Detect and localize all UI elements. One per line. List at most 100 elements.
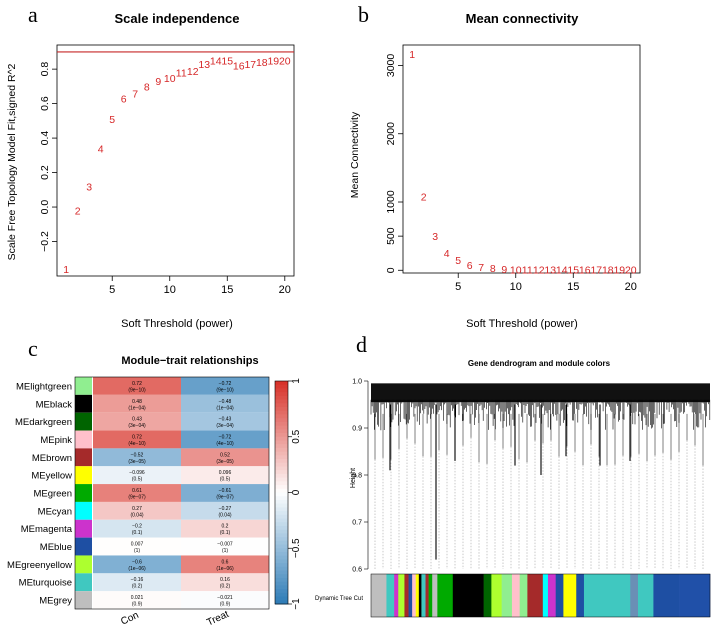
heatmap-cell-value: 0.27 xyxy=(132,506,142,512)
module-color-segment xyxy=(653,574,680,617)
colorbar-tick-label: −0.5 xyxy=(291,538,302,558)
dendrogram-drops xyxy=(374,413,704,569)
heatmap-row-label: MEgreenyellow xyxy=(7,560,72,571)
colorbar-tick-label: 0.5 xyxy=(291,429,302,443)
chart-a-point-label: 5 xyxy=(109,114,115,126)
chart-a-point-label: 10 xyxy=(164,73,176,85)
colorbar-segment xyxy=(275,585,288,590)
colorbar-segment xyxy=(275,559,288,564)
module-color-segment xyxy=(371,574,387,617)
heatmap-row-label: MEpink xyxy=(40,435,72,446)
module-color-segment xyxy=(428,574,433,617)
module-color-segment xyxy=(555,574,564,617)
chart-a-point-label: 12 xyxy=(187,66,199,78)
module-color-segment xyxy=(630,574,639,617)
chart-b-point-label: 15 xyxy=(567,265,579,277)
dendrogram-y-tick-label: 0.6 xyxy=(352,567,362,574)
chart-b-point-label: 13 xyxy=(544,265,556,277)
heatmap-row-label: MEgrey xyxy=(39,596,72,607)
chart-a-x-tick-label: 15 xyxy=(221,284,233,296)
heatmap-cell xyxy=(93,394,181,413)
heatmap-cell-pvalue: (3e−05) xyxy=(216,459,234,465)
colorbar-segment xyxy=(275,436,288,441)
heatmap-cell xyxy=(93,555,181,574)
heatmap-cell-pvalue: (0.5) xyxy=(132,477,143,483)
heatmap-cell xyxy=(181,394,269,413)
chart-b-y-tick-label: 1000 xyxy=(385,190,397,214)
colorbar-segment xyxy=(275,574,288,579)
heatmap-cell-pvalue: (0.9) xyxy=(132,602,143,608)
module-color-swatch xyxy=(75,484,92,502)
heatmap-cell xyxy=(93,519,181,538)
colorbar-segment xyxy=(275,529,288,534)
heatmap-cell-value: 0.61 xyxy=(132,488,142,494)
heatmap-cell-pvalue: (1) xyxy=(222,548,228,554)
colorbar-segment xyxy=(275,462,288,467)
heatmap-cell-value: 0.096 xyxy=(219,470,232,476)
colorbar-segment xyxy=(275,518,288,523)
heatmap-row-label: MEblack xyxy=(36,399,73,410)
chart-a-point-label: 13 xyxy=(198,59,210,71)
heatmap-cell-pvalue: (0.2) xyxy=(132,584,143,590)
chart-b-point-label: 8 xyxy=(490,263,496,275)
module-color-swatch xyxy=(75,519,92,538)
module-color-segment xyxy=(519,574,528,617)
heatmap-cell xyxy=(181,555,269,574)
module-color-segment xyxy=(412,574,417,617)
module-color-segment xyxy=(583,574,631,617)
colorbar-segment xyxy=(275,403,288,408)
heatmap-cell-value: 0.2 xyxy=(222,524,229,530)
heatmap-cell-value: 0.43 xyxy=(132,417,142,423)
colorbar-segment xyxy=(275,421,288,427)
chart-a-point-label: 4 xyxy=(98,143,104,155)
heatmap-cell-value: −0.6 xyxy=(132,559,142,565)
color-bar-label: Dynamic Tree Cut xyxy=(315,596,363,602)
chart-a-y-tick-label: −0.2 xyxy=(39,231,51,252)
chart-a-y-tick-label: 0.4 xyxy=(39,131,51,146)
heatmap-row-label: MEturquoise xyxy=(19,578,72,589)
heatmap-cell-value: −0.72 xyxy=(219,434,232,440)
module-color-segment xyxy=(421,574,426,617)
heatmap-cell xyxy=(93,448,181,467)
colorbar-segment xyxy=(275,600,288,605)
colorbar-segment xyxy=(275,525,288,531)
heatmap-cell xyxy=(93,484,181,502)
heatmap-cell-pvalue: (1e−04) xyxy=(128,405,146,411)
chart-c-heatmap: MElightgreen 0.72(9e−10)−0.72(9e−10)MEbla… xyxy=(7,376,302,629)
chart-c-title: Module−trait relationships xyxy=(121,355,258,367)
chart-a-point-label: 15 xyxy=(221,56,233,68)
panel-label-b: b xyxy=(358,2,369,27)
heatmap-cell-pvalue: (9e−07) xyxy=(216,495,234,501)
heatmap-cell xyxy=(181,466,269,485)
colorbar-segment xyxy=(275,544,288,549)
module-color-swatch xyxy=(75,430,92,449)
chart-a-point-label: 9 xyxy=(155,76,161,88)
module-color-segment xyxy=(576,574,585,617)
colorbar-segment xyxy=(275,459,288,464)
heatmap-cell-value: 0.48 xyxy=(132,399,142,405)
colorbar-segment xyxy=(275,577,288,583)
module-color-segment xyxy=(432,574,438,617)
chart-b-point-label: 2 xyxy=(421,192,427,204)
colorbar-segment xyxy=(275,392,288,397)
dendrogram-y-tick-label: 0.9 xyxy=(352,426,362,433)
module-color-segment xyxy=(542,574,549,617)
heatmap-cell-pvalue: (0.04) xyxy=(218,512,231,518)
chart-a-point-label: 19 xyxy=(267,56,279,68)
chart-a-point-label: 2 xyxy=(75,205,81,217)
heatmap-column-label: Treat xyxy=(205,609,231,629)
colorbar-segment xyxy=(275,563,288,568)
module-color-segment xyxy=(637,574,654,617)
colorbar-segment xyxy=(275,488,288,493)
chart-b-point-label: 5 xyxy=(455,255,461,267)
chart-a-y-tick-label: 0.0 xyxy=(39,200,51,215)
chart-b-x-tick-label: 15 xyxy=(567,281,579,293)
module-color-segment xyxy=(415,574,420,617)
heatmap-cell-value: 0.72 xyxy=(132,434,142,440)
colorbar-segment xyxy=(275,407,288,412)
chart-d-ylabel: Height xyxy=(350,468,357,488)
chart-b-point-label: 19 xyxy=(613,265,625,277)
module-color-swatch xyxy=(75,591,92,609)
colorbar-segment xyxy=(275,496,288,501)
module-color-segment xyxy=(679,574,711,617)
